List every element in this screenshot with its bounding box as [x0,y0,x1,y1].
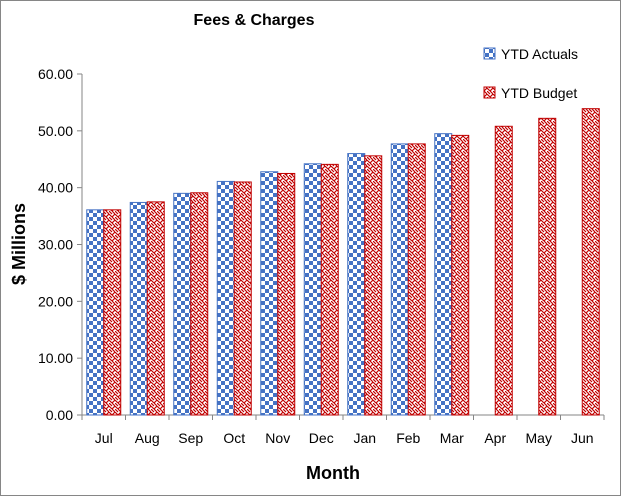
y-tick-label: 20.00 [38,293,73,309]
legend-swatch-ytd-actuals [483,47,496,60]
x-tick-label: Mar [440,430,464,446]
y-tick-label: 10.00 [38,350,73,366]
chart-title: Fees & Charges [194,12,315,29]
y-tick-label: 30.00 [38,237,73,253]
legend-label-ytd-budget: YTD Budget [501,85,577,101]
bar-ytd-budget [277,172,296,416]
x-tick-label: Nov [265,430,290,446]
bar-ytd-budget [538,117,557,416]
x-tick-label: Jun [571,430,594,446]
bar-ytd-actuals [216,180,235,416]
bar-ytd-budget [190,192,209,416]
x-tick-label: Jan [353,430,376,446]
x-tick-label: Jul [95,430,113,446]
legend-label-ytd-actuals: YTD Actuals [501,46,578,62]
x-tick-label: Feb [396,430,420,446]
bar-ytd-actuals [390,143,409,416]
x-tick-label: Aug [135,430,160,446]
y-tick-label: 50.00 [38,123,73,139]
bar-ytd-budget [581,108,600,416]
legend-swatch-ytd-budget [483,86,496,99]
bar-ytd-actuals [260,171,279,416]
y-tick-label: 0.00 [46,407,73,423]
x-tick-label: Oct [223,430,245,446]
y-tick-label: 60.00 [38,66,73,82]
x-tick-label: Apr [484,430,506,446]
x-axis-title: Month [306,463,360,483]
bar-ytd-budget [103,209,122,416]
plot-area: 0.00 10.00 20.00 30.00 40.00 50.00 60.00 Jul Aug… [38,66,605,446]
x-tick-label: Sep [178,430,203,446]
x-tick-label: May [526,430,552,446]
x-tick-label: Dec [309,430,334,446]
bar-ytd-budget [233,181,252,416]
bar-ytd-budget [451,134,470,416]
bar-ytd-actuals [173,192,192,416]
bar-ytd-actuals [86,209,105,416]
bar-ytd-budget [407,143,426,416]
bar-ytd-actuals [303,163,322,416]
bar-ytd-actuals [129,201,148,416]
bar-ytd-budget [494,125,513,416]
y-tick-label: 40.00 [38,180,73,196]
bar-ytd-actuals [434,133,453,416]
bar-ytd-budget [364,155,383,416]
bar-ytd-actuals [347,153,366,416]
bar-ytd-budget [320,163,339,416]
y-axis-title: $ Millions [9,203,29,285]
bar-ytd-budget [146,201,165,416]
legend: YTD Actuals YTD Budget [483,46,578,101]
